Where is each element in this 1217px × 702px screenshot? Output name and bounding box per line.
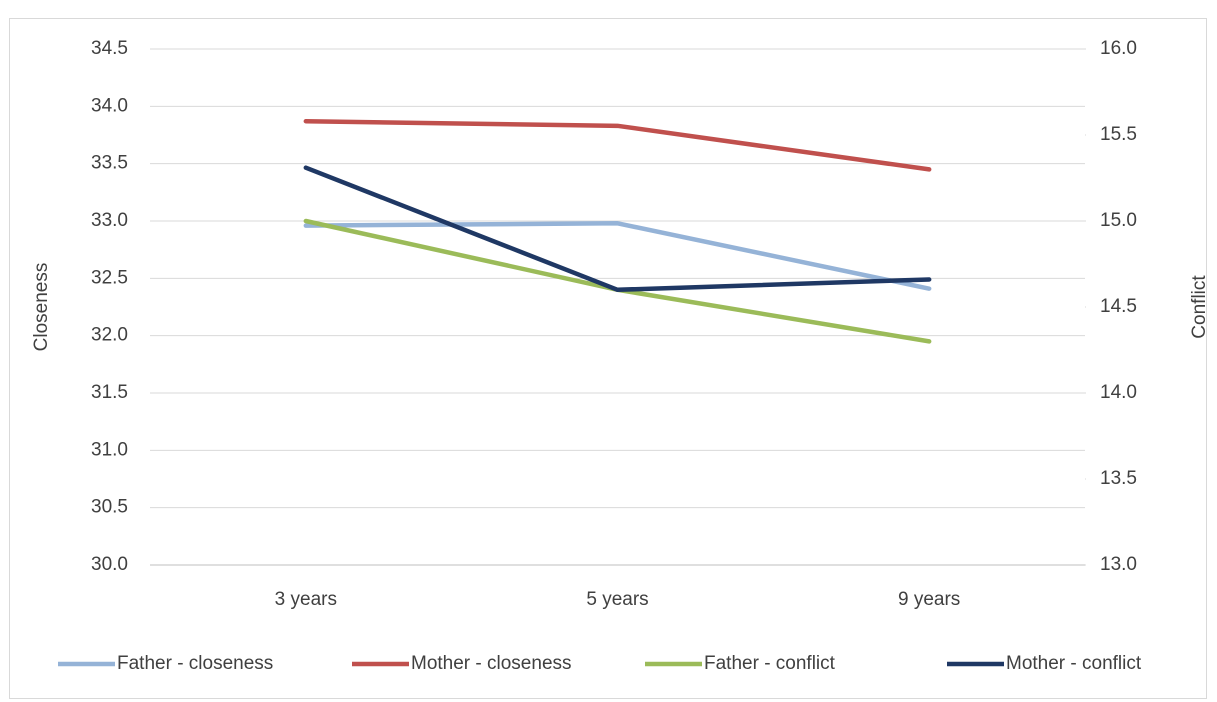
x-tick-label: 3 years (275, 589, 337, 610)
y2-tick-label: 13.0 (1100, 554, 1137, 575)
y-tick-label: 33.5 (91, 153, 128, 174)
y-tick-label: 31.5 (91, 382, 128, 403)
y-tick-label: 31.0 (91, 439, 128, 460)
y2-tick-label: 15.5 (1100, 124, 1137, 145)
y-tick-label: 30.5 (91, 497, 128, 518)
y-tick-label: 32.5 (91, 267, 128, 288)
y-tick-label: 30.0 (91, 554, 128, 575)
y-axis-title: Closeness (31, 263, 52, 352)
y-tick-label: 34.5 (91, 38, 128, 59)
chart-frame (9, 18, 1207, 699)
y2-tick-label: 14.0 (1100, 382, 1137, 403)
line-series (303, 118, 932, 172)
y2-axis-title: Conflict (1189, 275, 1210, 339)
y-tick-label: 32.0 (91, 325, 128, 346)
legend-label: Mother - conflict (1006, 653, 1142, 674)
y2-tick-label: 14.5 (1100, 296, 1137, 317)
y-tick-label: 34.0 (91, 95, 128, 116)
legend-label: Father - conflict (704, 653, 836, 674)
x-tick-label: 9 years (898, 589, 960, 610)
y2-tick-label: 15.0 (1100, 210, 1137, 231)
x-tick-label: 5 years (586, 589, 648, 610)
line-series (303, 165, 932, 293)
legend-label: Mother - closeness (411, 653, 572, 674)
y-tick-label: 33.0 (91, 210, 128, 231)
y2-tick-label: 16.0 (1100, 38, 1137, 59)
y2-tick-label: 13.5 (1100, 468, 1137, 489)
legend-label: Father - closeness (117, 653, 273, 674)
line-series (303, 221, 932, 291)
